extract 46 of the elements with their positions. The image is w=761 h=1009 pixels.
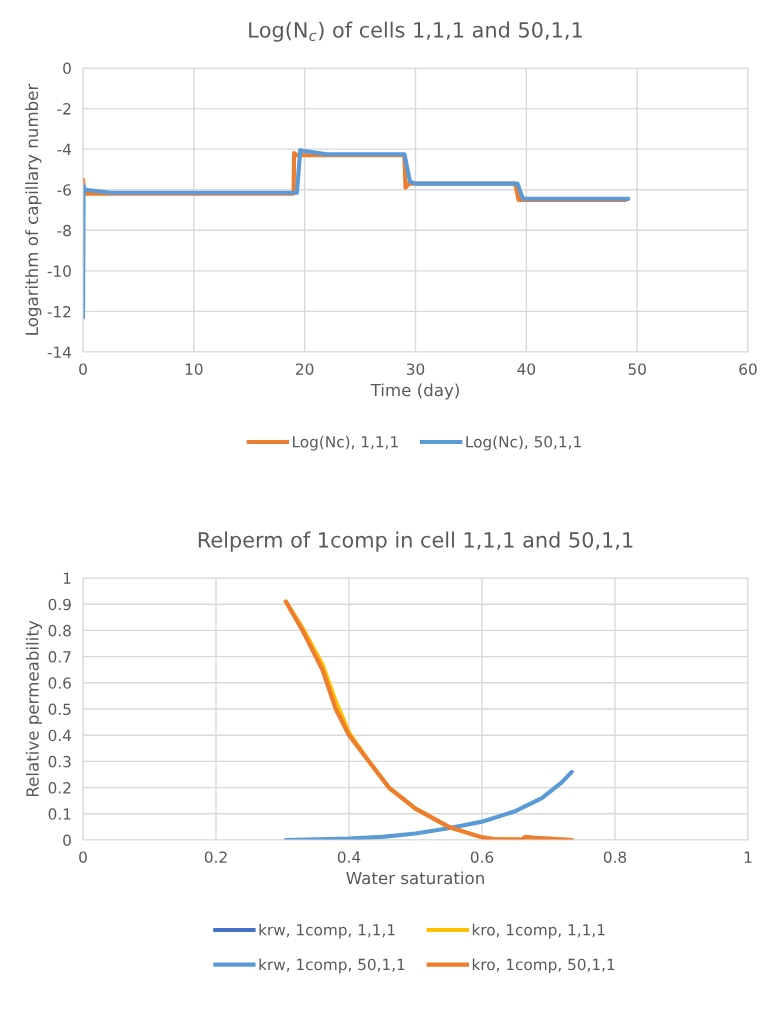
legend-label: kro, 1comp, 1,1,1 <box>472 923 605 939</box>
x-tick-label: 0 <box>79 363 87 375</box>
x-axis-title: Time (day) <box>370 383 459 400</box>
y-tick-label: 0.9 <box>48 598 71 611</box>
y-tick-label: -12 <box>47 305 71 318</box>
legend-label: Log(Nc), 50,1,1 <box>466 435 581 451</box>
y-tick-label: 0.5 <box>48 703 71 716</box>
x-tick-label: 0.4 <box>337 851 361 863</box>
x-tick-label: 40 <box>517 363 536 375</box>
y-tick-label: -2 <box>57 103 71 115</box>
x-tick-label: 1 <box>744 851 752 863</box>
legend-label: krw, 1comp, 1,1,1 <box>259 923 395 939</box>
y-tick-label: -14 <box>47 346 72 358</box>
y-tick-label: 0.1 <box>48 808 71 820</box>
x-tick-label: 20 <box>296 363 314 375</box>
legend-label: Log(Nc), 1,1,1 <box>293 435 398 451</box>
x-tick-label: 10 <box>185 363 203 375</box>
y-tick-label: -6 <box>57 184 71 196</box>
y-tick-label: -4 <box>57 143 72 155</box>
y-tick-label: 0.6 <box>48 677 71 689</box>
x-tick-label: 0.2 <box>204 851 227 863</box>
chart-title: Log(N$_{c}$) of cells 1,1,1 and 50,1,1 <box>249 21 582 42</box>
chart-title: Relperm of 1comp in cell 1,1,1 and 50,1,1 <box>198 531 633 552</box>
y-tick-label: 0.2 <box>48 782 71 794</box>
y-tick-label: -10 <box>47 265 71 277</box>
x-tick-label: 60 <box>739 363 757 375</box>
x-tick-label: 0.6 <box>470 851 494 863</box>
y-axis-title: Logarithm of capillary number <box>25 83 42 335</box>
x-tick-label: 30 <box>406 363 425 375</box>
line-series <box>83 148 631 320</box>
x-tick-label: 50 <box>628 363 646 375</box>
y-tick-label: 0.8 <box>48 624 71 637</box>
y-tick-label: 0 <box>63 834 71 847</box>
y-axis-title: Relative permeability <box>25 620 43 797</box>
line-series <box>283 769 574 840</box>
x-axis-title: Water saturation <box>346 871 484 885</box>
y-tick-label: 1 <box>63 572 71 584</box>
legend-label: kro, 1comp, 50,1,1 <box>472 958 615 974</box>
x-tick-label: 0.8 <box>603 851 627 863</box>
y-tick-label: 0.7 <box>48 651 71 663</box>
y-tick-label: 0.3 <box>48 755 71 768</box>
y-tick-label: 0 <box>63 62 71 75</box>
y-tick-label: -8 <box>57 224 71 237</box>
x-tick-label: 0 <box>79 851 87 863</box>
legend-label: krw, 1comp, 50,1,1 <box>259 958 405 974</box>
y-tick-label: 0.4 <box>48 729 72 742</box>
